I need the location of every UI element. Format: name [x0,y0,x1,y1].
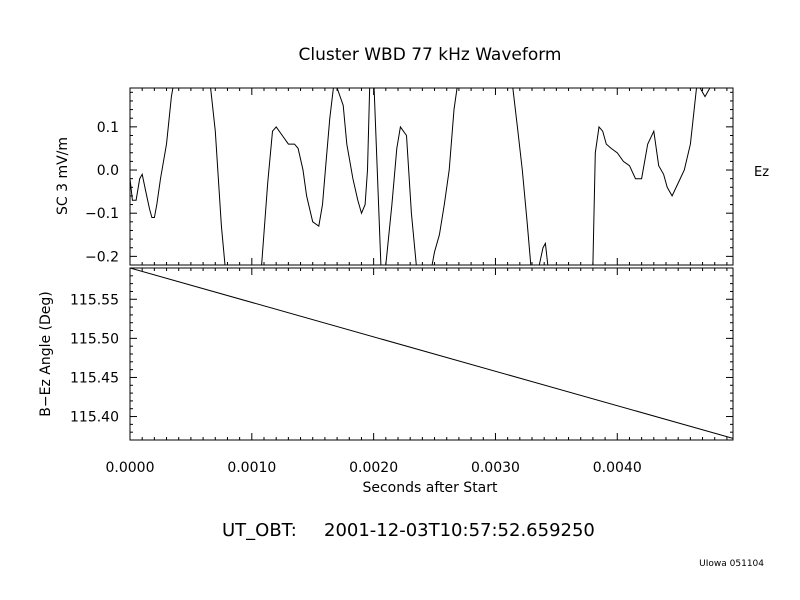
credit-label: UIowa 051104 [699,559,764,569]
chart-title: Cluster WBD 77 kHz Waveform [299,45,562,65]
bottom-panel-y-tick-labels: 115.55 115.50 115.45 115.40 [70,292,119,425]
x-tick-label: 0.0010 [227,460,276,476]
x-tick-label: 0.0040 [593,460,642,476]
x-tick-label: 0.0030 [471,460,520,476]
ut-obt-label: UT_OBT: [222,520,297,541]
angle-line [130,268,733,439]
top-panel-y-tick-labels: 0.1 0.0 −0.1 −0.2 [85,120,119,266]
x-tick-labels: 0.0000 0.0010 0.0020 0.0030 0.0040 [106,460,642,476]
top-panel-ticks [129,88,733,266]
top-panel-frame [129,87,734,266]
x-axis-label: Seconds after Start [362,480,498,496]
bottom-y-tick-label: 115.55 [70,292,119,308]
ez-series-label: Ez [754,165,769,180]
ut-obt-timestamp: 2001-12-03T10:57:52.659250 [324,520,595,541]
bottom-plot-area [130,268,733,439]
bottom-y-tick-label: 115.40 [70,410,119,426]
top-y-axis-label: SC 3 mV/m [55,137,71,215]
bottom-y-tick-label: 115.50 [70,331,119,347]
ez-waveform-line [130,88,711,265]
top-plot-area [130,88,711,265]
bottom-y-tick-label: 115.45 [70,370,119,386]
x-tick-label: 0.0000 [106,460,155,476]
top-panel: 0.1 0.0 −0.1 −0.2 SC 3 mV/m Ez [55,87,769,266]
bottom-panel-ticks [129,267,733,441]
bottom-y-axis-label: B−Ez Angle (Deg) [38,291,54,416]
top-y-tick-label: −0.2 [85,249,119,265]
top-y-tick-label: −0.1 [85,206,119,222]
top-y-tick-label: 0.1 [97,120,119,136]
top-y-tick-label: 0.0 [97,163,119,179]
x-tick-label: 0.0020 [349,460,398,476]
